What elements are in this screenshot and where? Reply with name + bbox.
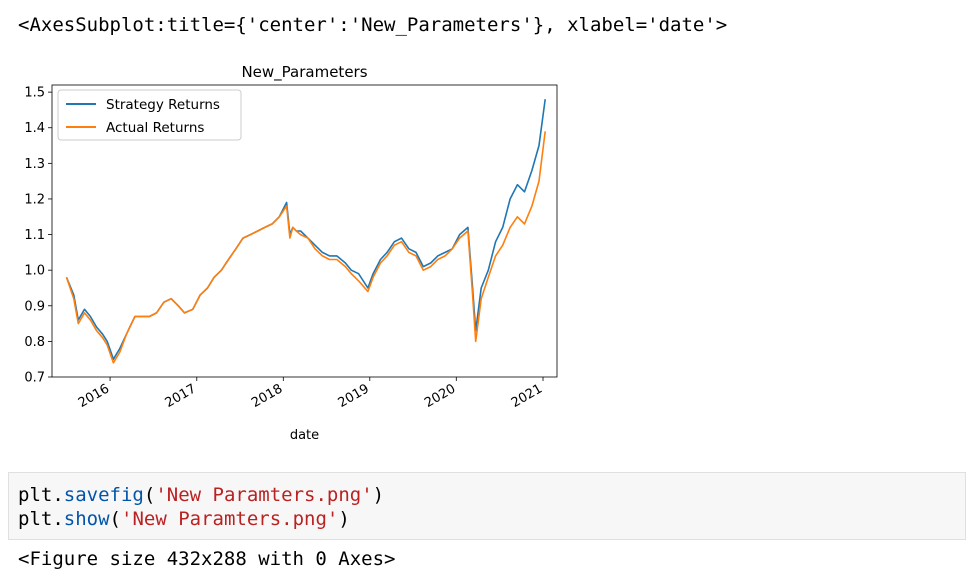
code-function: show (63, 508, 110, 530)
code-object: plt (18, 484, 53, 506)
chart-title: New_Parameters (241, 63, 367, 82)
series-line-actual-returns (65, 131, 546, 364)
code-string-arg: 'New Paramters.png' (155, 484, 373, 506)
code-line-show: plt.show('New Paramters.png') (18, 508, 350, 530)
code-line-savefig: plt.savefig('New Paramters.png') (18, 484, 384, 506)
code-dot: . (52, 484, 64, 506)
y-tick-label: 1.5 (24, 86, 45, 101)
code-string-arg: 'New Paramters.png' (121, 508, 339, 530)
code-cell[interactable]: plt.savefig('New Paramters.png') plt.sho… (8, 472, 966, 540)
code-function: savefig (63, 484, 144, 506)
x-tick-label: 2016 (76, 381, 112, 411)
x-tick-label: 2021 (509, 381, 545, 411)
x-tick-label: 2019 (336, 381, 372, 411)
figure-output-text: <Figure size 432x288 with 0 Axes> (18, 548, 396, 570)
x-axis-label: date (290, 428, 319, 443)
code-dot: . (52, 508, 64, 530)
code-close-paren: ) (338, 508, 350, 530)
code-open-paren: ( (109, 508, 121, 530)
code-close-paren: ) (372, 484, 385, 506)
y-tick-label: 1.3 (24, 157, 45, 172)
y-tick-label: 0.7 (24, 371, 45, 386)
x-tick-label: 2017 (163, 381, 199, 411)
code-open-paren: ( (143, 484, 156, 506)
y-tick-label: 1.2 (24, 192, 45, 207)
y-tick-label: 1.1 (24, 228, 45, 243)
y-tick-label: 1.4 (24, 121, 45, 136)
legend-label: Actual Returns (106, 120, 204, 136)
legend-label: Strategy Returns (106, 97, 220, 113)
x-tick-label: 2020 (422, 381, 458, 411)
output-repr-text: <AxesSubplot:title={'center':'New_Parame… (18, 14, 728, 36)
axes-frame (51, 84, 558, 378)
y-tick-label: 0.9 (24, 299, 45, 314)
x-tick-label: 2018 (249, 381, 285, 411)
y-tick-label: 0.8 (24, 335, 45, 350)
y-tick-label: 1.0 (24, 264, 45, 279)
line-chart: 0.7 0.8 0.9 1.0 1.1 1.2 1.3 1.4 1.5 2016 2017 2018 2… (24, 63, 558, 443)
legend-box (57, 89, 242, 141)
code-object: plt (18, 508, 53, 530)
